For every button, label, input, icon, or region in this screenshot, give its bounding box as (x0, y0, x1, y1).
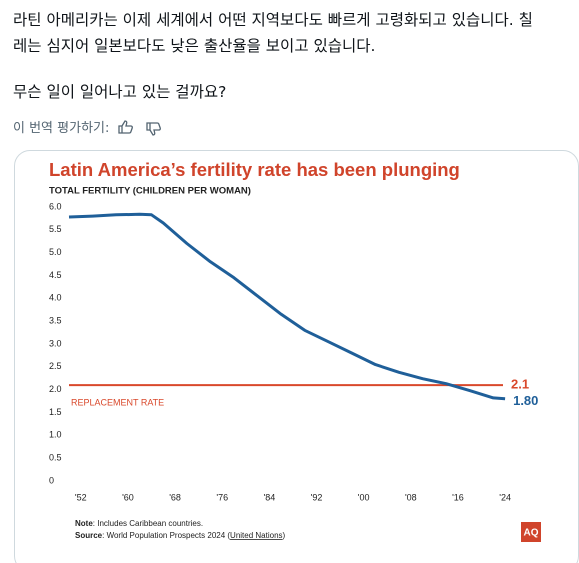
x-tick-label: '16 (452, 492, 464, 502)
logo: AQ (524, 528, 539, 539)
rate-translation: 이 번역 평가하기: (13, 117, 162, 136)
source-label: Source (75, 531, 103, 540)
y-tick-label: 1.5 (49, 407, 62, 417)
x-tick-label: '08 (405, 492, 417, 502)
y-tick-label: 5.0 (49, 247, 62, 257)
note-label: Note (75, 519, 93, 528)
post-text: 레는 심지어 일본보다도 낮은 출산율을 보이고 있습니다. (13, 37, 376, 55)
x-tick-label: '76 (216, 492, 228, 502)
logo-box (521, 522, 541, 542)
y-tick-label: 4.5 (49, 270, 62, 280)
y-tick-label: 0.5 (49, 453, 62, 463)
source-text: : World Population Prospects 2024 ( (102, 531, 230, 540)
y-tick-label: 2.0 (49, 384, 62, 394)
chart-title: Latin America’s fertility rate has been … (49, 159, 460, 180)
chart: Latin America’s fertility rate has been … (49, 159, 541, 542)
y-tick-label: 2.5 (49, 361, 62, 371)
y-tick-label: 1.0 (49, 430, 62, 440)
x-tick-label: '52 (75, 492, 87, 502)
data-line (68, 212, 506, 401)
end-label: 1.80 (513, 393, 538, 408)
x-tick-label: '92 (311, 492, 323, 502)
note: Note: Includes Caribbean countries. (75, 519, 203, 528)
y-tick-label: 6.0 (49, 201, 62, 211)
post-text: 무슨 일이 일어나고 있는 걸까요? (13, 83, 227, 101)
source-end: ) (283, 531, 286, 540)
x-tick-label: '00 (358, 492, 370, 502)
reference-value: 2.1 (511, 377, 529, 392)
x-tick-label: '24 (499, 492, 511, 502)
thumb-up[interactable] (117, 120, 134, 134)
post-text: 라틴 아메리카는 이제 세계에서 어떤 지역보다도 빠르게 고령화되고 있습니다… (13, 11, 533, 29)
y-tick-label: 4.0 (49, 293, 62, 303)
chart-subtitle: TOTAL FERTILITY (CHILDREN PER WOMAN) (49, 186, 251, 197)
y-tick-label: 0 (49, 475, 54, 485)
source: Source: World Population Prospects 2024 … (75, 531, 286, 540)
x-tick-label: '60 (122, 492, 134, 502)
y-tick-label: 3.0 (49, 338, 62, 348)
rate-label: 이 번역 평가하기: (13, 121, 110, 136)
thumb-down[interactable] (146, 122, 162, 136)
x-tick-label: '84 (264, 492, 276, 502)
y-tick-label: 5.5 (49, 224, 62, 234)
source-link[interactable]: United Nations (230, 531, 282, 540)
reference-label: REPLACEMENT RATE (71, 397, 164, 407)
y-tick-label: 3.5 (49, 316, 62, 326)
x-tick-label: '68 (169, 492, 181, 502)
note-text: : Includes Caribbean countries. (93, 519, 203, 528)
